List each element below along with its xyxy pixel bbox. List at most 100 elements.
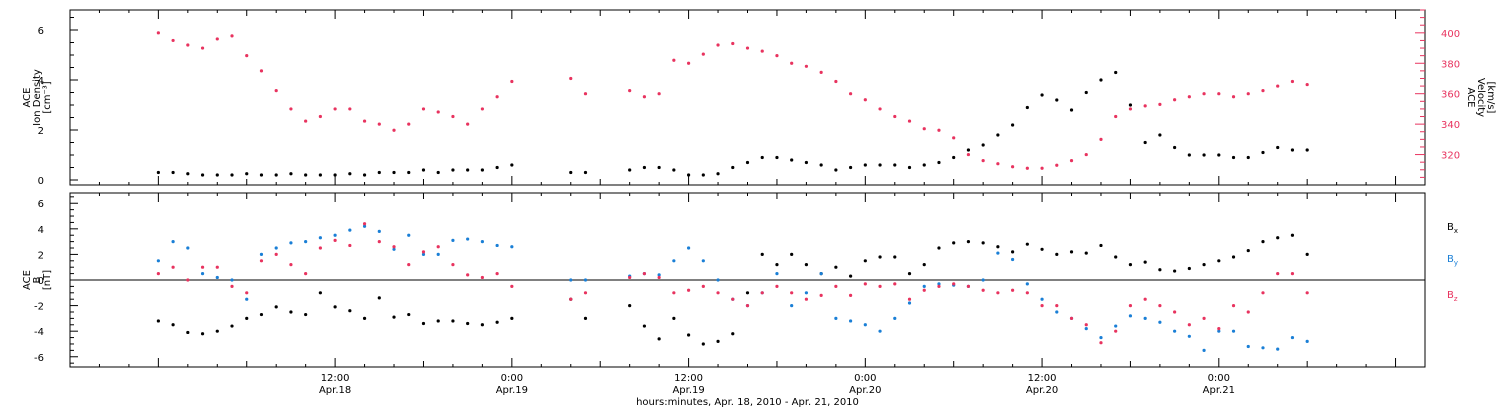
by-point [834, 316, 838, 320]
density-point [834, 168, 838, 172]
velocity-point [731, 41, 735, 46]
bx-point [1025, 242, 1029, 246]
bz-point [466, 273, 470, 277]
x-tick-label-time: 0:00 [501, 373, 523, 384]
bz-point [996, 291, 1000, 295]
velocity-point [362, 119, 367, 123]
bx-point [304, 312, 308, 317]
bz-point [569, 297, 573, 301]
density-point [1099, 78, 1103, 82]
right-y-axis-title: Velocity [1475, 78, 1486, 117]
bottom-y-tick-label: -6 [34, 353, 44, 364]
bx-point [495, 320, 499, 324]
density-point [937, 160, 941, 165]
bz-point [318, 246, 322, 250]
x-tick-label-date: Apr.21 [1203, 385, 1235, 396]
density-point [642, 165, 647, 170]
density-point [377, 170, 381, 175]
bx-point [1261, 240, 1265, 244]
bz-point [1202, 316, 1206, 320]
bx-point [1202, 263, 1206, 267]
velocity-point [392, 128, 396, 132]
bz-point [878, 284, 882, 288]
bz-point [966, 284, 971, 288]
bx-point [1173, 269, 1177, 273]
bx-point [421, 321, 426, 326]
density-point [156, 170, 160, 175]
bz-point [421, 250, 426, 254]
density-point [1261, 150, 1265, 155]
data-marks [156, 31, 1309, 352]
bx-point [1128, 263, 1133, 267]
density-point [245, 172, 249, 176]
bz-point [1217, 327, 1221, 331]
legend-by-sub: y [1454, 259, 1458, 267]
bz-point [628, 275, 632, 280]
by-point [1305, 339, 1309, 344]
bottom-y-tick-label: 2 [38, 250, 44, 261]
velocity-point [1158, 102, 1162, 106]
bx-point [863, 259, 867, 263]
bx-point [804, 263, 809, 267]
by-point [333, 233, 337, 237]
bx-point [760, 252, 764, 257]
bz-point [495, 272, 499, 276]
bz-point [230, 284, 234, 288]
bz-point [407, 263, 411, 267]
velocity-point [318, 114, 322, 119]
velocity-point [436, 110, 440, 114]
density-point [672, 168, 676, 172]
bz-point [1099, 341, 1103, 345]
by-point [922, 284, 926, 288]
bx-point [672, 316, 676, 320]
density-point [392, 170, 396, 175]
by-point [701, 259, 705, 263]
bz-point [1261, 291, 1265, 295]
x-tick-label-date: Apr.20 [1026, 385, 1058, 396]
bx-point [893, 255, 897, 259]
by-point [848, 319, 853, 323]
density-point [878, 163, 882, 167]
right-y-tick-label: 340 [1441, 120, 1460, 131]
bz-point [893, 282, 897, 286]
by-point [156, 259, 160, 263]
velocity-point [657, 92, 661, 96]
by-point [878, 329, 882, 333]
bz-point [760, 291, 764, 295]
top-panel-frame [69, 9, 1426, 186]
right-y-tick-label: 380 [1441, 59, 1460, 70]
velocity-point [186, 43, 190, 47]
velocity-point [569, 76, 573, 81]
bz-point [583, 291, 588, 295]
bz-point [863, 282, 867, 286]
by-point [716, 278, 720, 282]
bz-point [1143, 297, 1147, 301]
density-point [716, 172, 720, 176]
by-point [1099, 335, 1103, 340]
bx-point [407, 312, 411, 317]
velocity-point [701, 52, 705, 56]
by-point [907, 301, 912, 305]
by-point [480, 240, 484, 244]
velocity-point [775, 54, 779, 58]
by-point [790, 303, 794, 308]
bottom-y-tick-label: 4 [38, 225, 44, 236]
bx-point [156, 319, 160, 323]
density-point [760, 155, 764, 160]
bz-point [348, 243, 352, 248]
legend-bz: Bz [1447, 290, 1458, 303]
velocity-point [289, 107, 293, 111]
bz-point [259, 259, 264, 263]
density-point [686, 173, 691, 177]
bx-point [1158, 268, 1162, 272]
density-point [1276, 145, 1280, 150]
velocity-point [1217, 92, 1221, 96]
x-tick-label-date: Apr.20 [849, 385, 881, 396]
velocity-point [348, 107, 352, 111]
velocity-point [304, 119, 308, 123]
bz-point [819, 293, 823, 297]
legend-by-main: B [1447, 254, 1454, 265]
density-point [1143, 140, 1147, 145]
velocity-point [819, 70, 823, 74]
density-point [1202, 153, 1206, 157]
